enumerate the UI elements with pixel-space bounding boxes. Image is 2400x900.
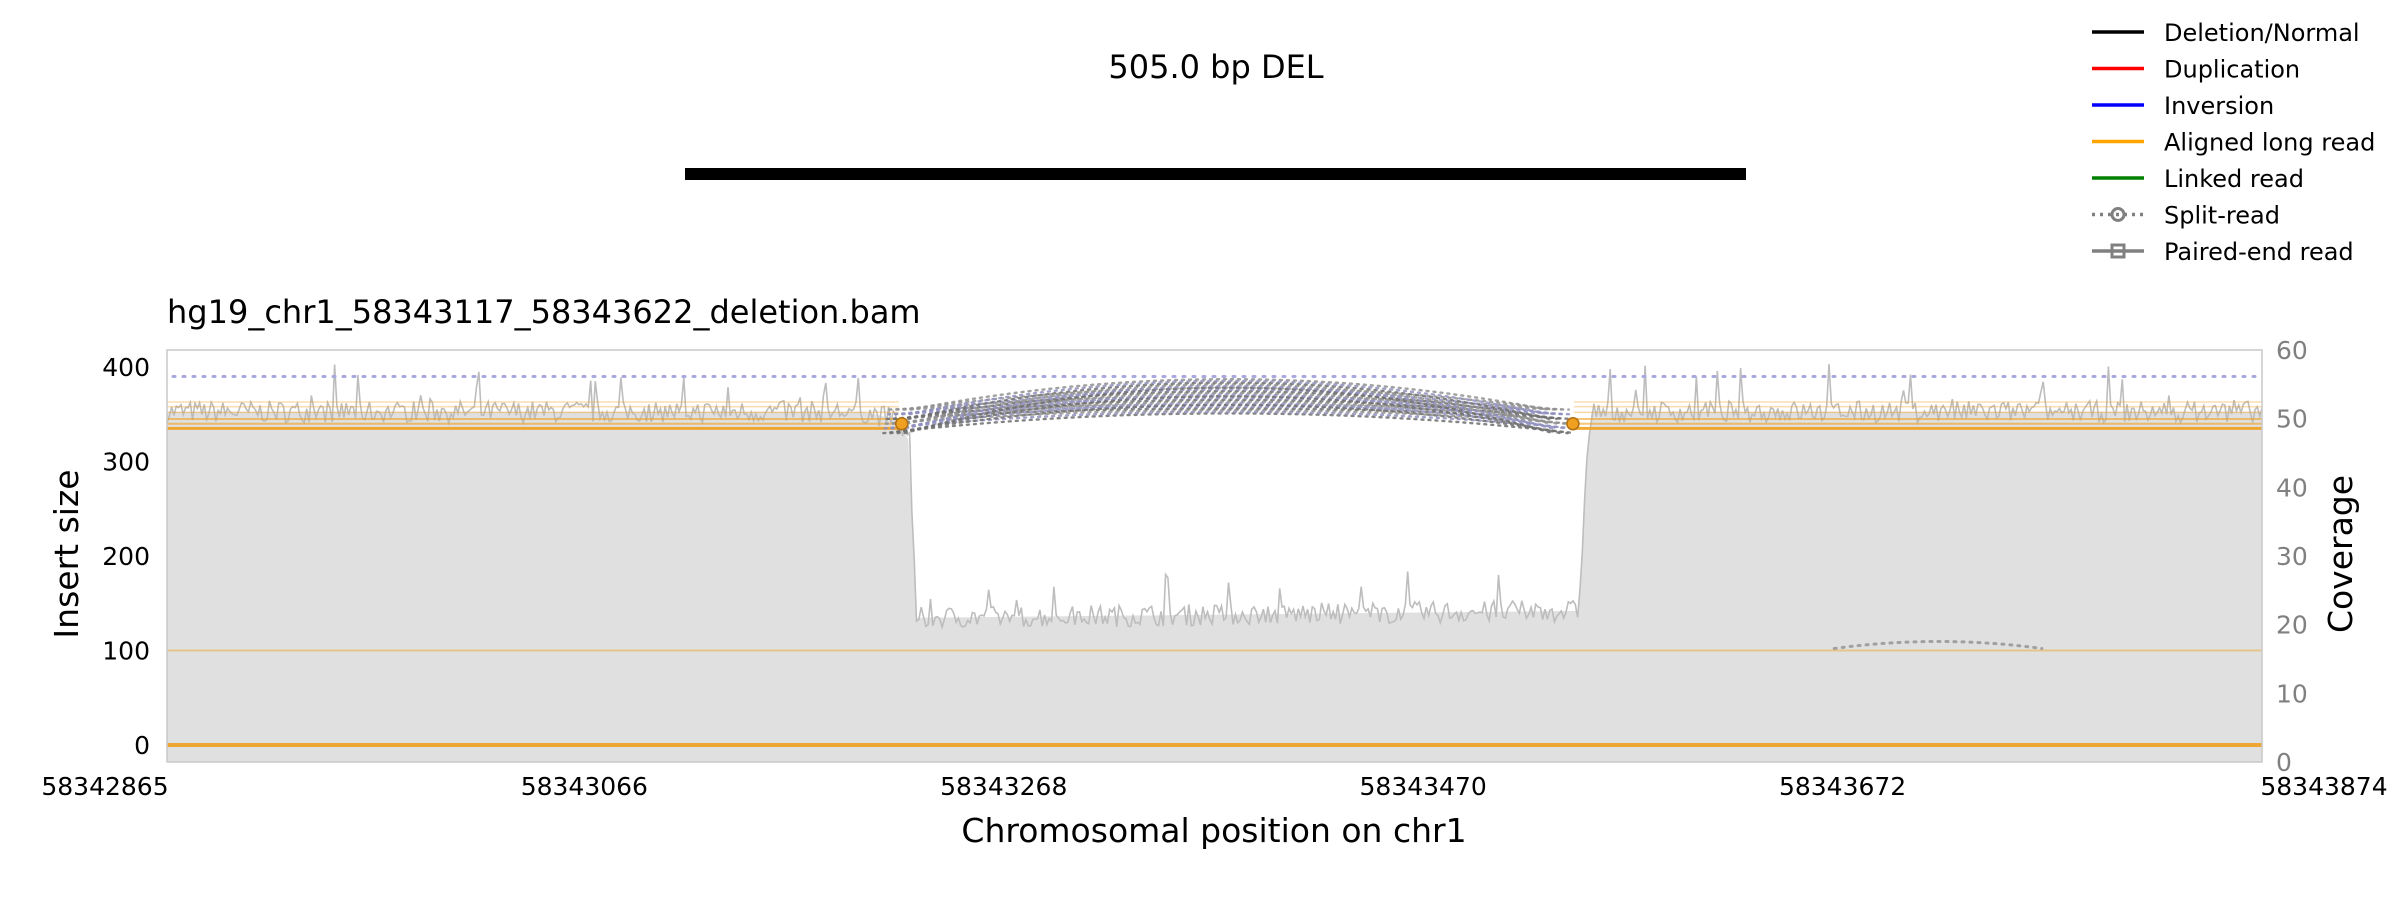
split-read-arc-22	[908, 379, 1550, 416]
y-tick-label: 400	[102, 353, 150, 382]
y2-tick-label: 10	[2276, 679, 2308, 708]
legend-item: Linked read	[2092, 165, 2304, 193]
split-read-arc-20	[906, 383, 1552, 425]
x-tick-label: 58343672	[1779, 772, 1906, 801]
split-read-arc-12	[896, 394, 1562, 435]
legend-label: Inversion	[2164, 92, 2274, 120]
y-tick-label: 100	[102, 636, 150, 665]
split-read-arc-small	[1832, 640, 2044, 650]
split-read-arc-14	[898, 391, 1560, 425]
legend-label: Paired-end read	[2164, 238, 2354, 266]
coverage-line	[166, 363, 2263, 630]
split-read-arc-18	[903, 386, 1555, 435]
split-read-arc-16	[901, 388, 1557, 416]
y-tick-label: 300	[102, 448, 150, 477]
legend-item: Duplication	[2092, 56, 2300, 84]
y-tick-label: 0	[134, 731, 150, 760]
x-tick-label: 58343066	[521, 772, 648, 801]
split-read-arc-19	[904, 384, 1554, 430]
legend-marker	[2110, 207, 2126, 222]
y2-tick-label: 60	[2276, 336, 2308, 365]
coverage-area	[167, 411, 2262, 762]
x-tick-label: 58343874	[2260, 772, 2387, 801]
x-tick-label: 58343268	[940, 772, 1067, 801]
x-axis-label: Chromosomal position on chr1	[961, 811, 1466, 850]
y2-tick-label: 20	[2276, 611, 2308, 640]
sv-deletion-bar	[685, 168, 1746, 180]
legend-label: Deletion/Normal	[2164, 19, 2360, 47]
legend-item: Inversion	[2092, 92, 2274, 120]
legend: Deletion/Normal Duplication Inversion Align…	[2092, 19, 2375, 266]
breakpoint-marker-0	[894, 416, 909, 431]
legend-label: Linked read	[2164, 165, 2304, 193]
y2-tick-label: 40	[2276, 473, 2308, 502]
y2-axis-label: Coverage	[2321, 475, 2360, 633]
y2-tick-label: 30	[2276, 542, 2308, 571]
split-read-arc-6	[889, 403, 1569, 435]
split-read-arc-15	[900, 389, 1558, 421]
legend-item: Aligned long read	[2092, 129, 2375, 157]
x-tick-label: 58343470	[1360, 772, 1487, 801]
y-tick-label: 200	[102, 542, 150, 571]
split-read-arc-23	[909, 377, 1549, 411]
legend-label: Split-read	[2164, 202, 2280, 230]
track-title: hg19_chr1_58343117_58343622_deletion.bam	[167, 293, 921, 331]
plot-area	[166, 363, 2264, 762]
breakpoint-marker-1	[1566, 416, 1580, 431]
y2-tick-label: 50	[2276, 405, 2308, 434]
split-read-arc-8	[891, 400, 1567, 425]
split-read-arc-21	[907, 381, 1551, 421]
axes: 58342865 58343066 58343268 58343470 58343672…	[41, 336, 2387, 801]
x-tick-label: 58342865	[41, 772, 168, 801]
plot-frame	[166, 349, 2263, 763]
y-axis-label: Insert size	[47, 469, 86, 638]
legend-item: Paired-end read	[2092, 238, 2354, 266]
split-read-arc-0	[882, 412, 1576, 435]
legend-item: Split-read	[2092, 202, 2280, 230]
y2-tick-label: 0	[2276, 748, 2292, 777]
chart-title: 505.0 bp DEL	[1108, 48, 1323, 86]
legend-item: Deletion/Normal	[2092, 19, 2360, 47]
legend-marker	[2110, 243, 2126, 259]
legend-label: Duplication	[2164, 56, 2300, 84]
legend-label: Aligned long read	[2164, 129, 2375, 157]
